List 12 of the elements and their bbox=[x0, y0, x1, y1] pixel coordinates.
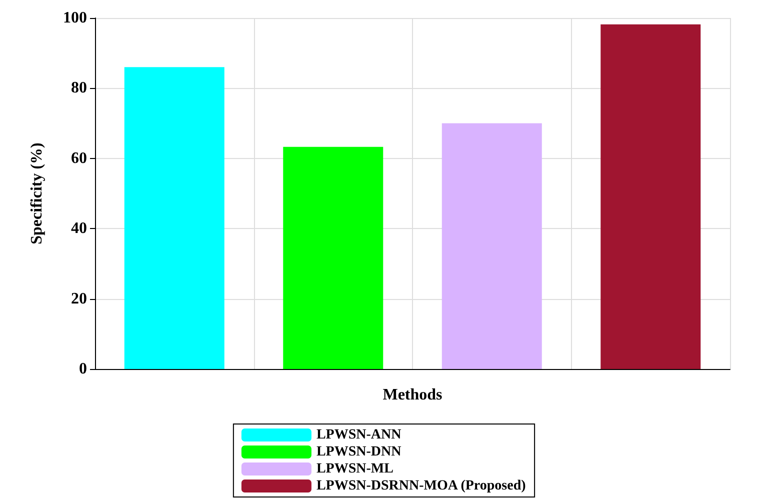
legend-label: LPWSN-DNN bbox=[316, 444, 402, 460]
y-tick-label: 20 bbox=[71, 290, 87, 308]
x-axis-title: Methods bbox=[382, 386, 442, 404]
y-tick-label: 60 bbox=[71, 150, 87, 167]
y-tick-label: 40 bbox=[71, 220, 87, 238]
legend-label: LPWSN-ANN bbox=[316, 428, 402, 442]
legend-label: LPWSN-ML bbox=[316, 462, 394, 476]
y-axis-title: Specificity (%) bbox=[28, 142, 46, 244]
y-tick-label: 100 bbox=[63, 10, 87, 26]
y-tick-label: 0 bbox=[79, 360, 87, 378]
legend-label: LPWSN-DSRNN-MOA (Proposed) bbox=[316, 478, 526, 494]
y-tick-label: 80 bbox=[71, 80, 87, 97]
